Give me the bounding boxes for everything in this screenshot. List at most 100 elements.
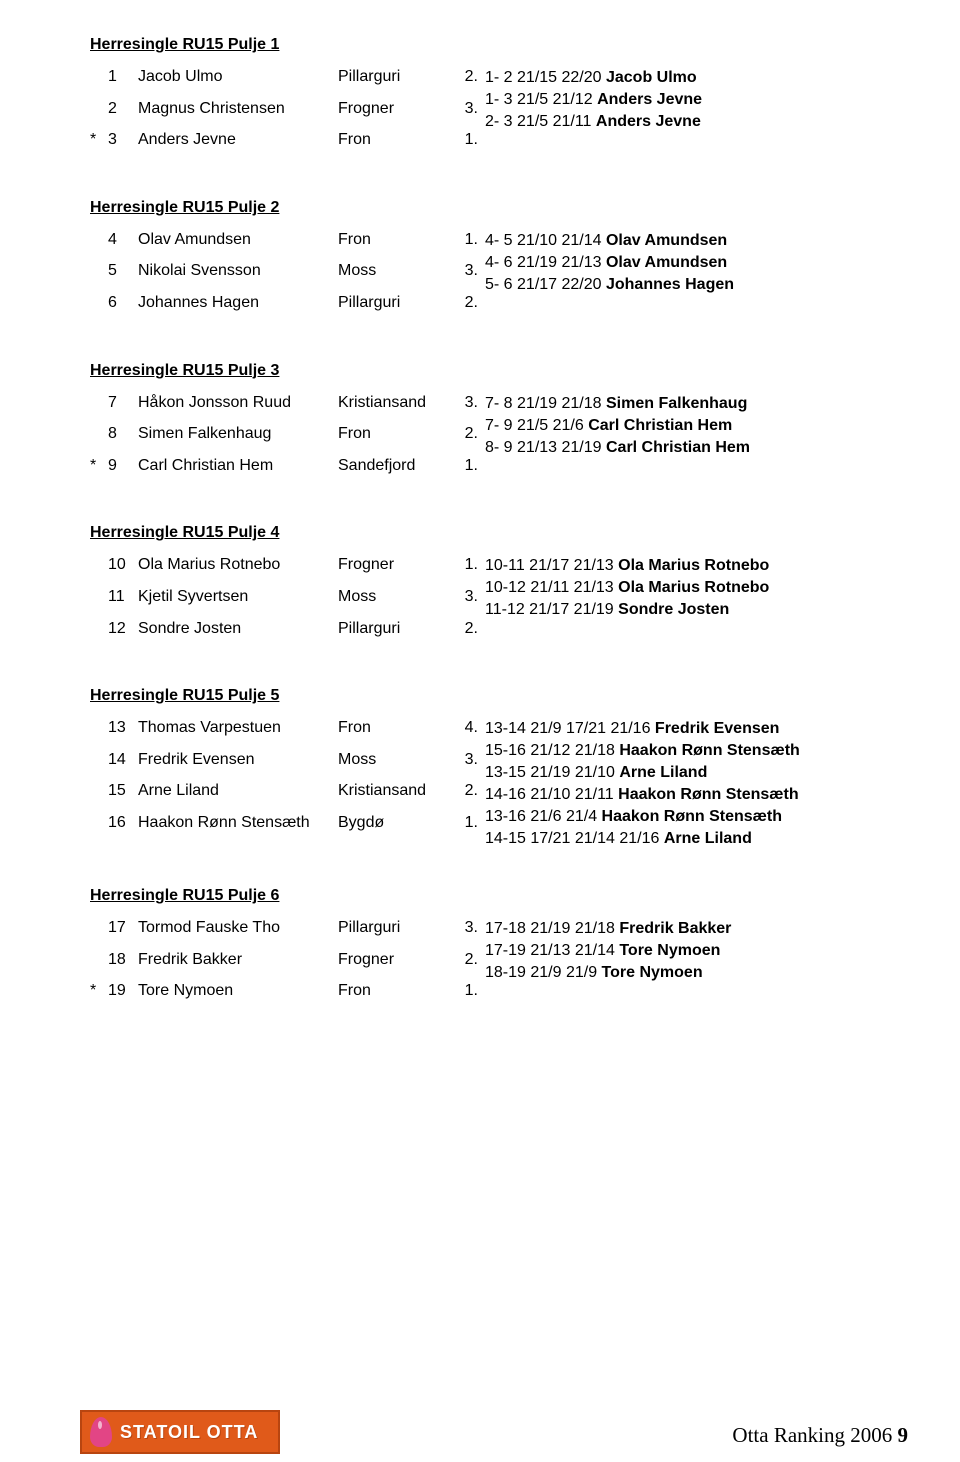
pool-block: Herresingle RU15 Pulje 513Thomas Varpest… bbox=[90, 687, 900, 851]
result-winner: Olav Amundsen bbox=[606, 254, 727, 271]
player-name: Jacob Ulmo bbox=[138, 68, 338, 86]
player-mark bbox=[90, 262, 108, 280]
result-winner: Arne Liland bbox=[664, 830, 752, 847]
result-winner: Sondre Josten bbox=[618, 601, 729, 618]
player-rank: 1. bbox=[448, 556, 478, 574]
player-mark bbox=[90, 425, 108, 443]
player-number: 19 bbox=[108, 982, 138, 1000]
player-number: 18 bbox=[108, 951, 138, 969]
result-scores: 13-14 21/9 17/21 21/16 bbox=[485, 720, 655, 737]
result-winner: Simen Falkenhaug bbox=[606, 395, 747, 412]
player-number: 4 bbox=[108, 231, 138, 249]
player-row: 18Fredrik BakkerFrogner2. bbox=[108, 951, 485, 969]
result-scores: 4- 6 21/19 21/13 bbox=[485, 254, 606, 271]
results-list: 13-14 21/9 17/21 21/16 Fredrik Evensen15… bbox=[485, 719, 900, 851]
result-scores: 2- 3 21/5 21/11 bbox=[485, 113, 596, 130]
player-row: 6Johannes HagenPillarguri2. bbox=[108, 294, 485, 312]
player-row: 1Jacob UlmoPillarguri2. bbox=[108, 68, 485, 86]
results-list: 1- 2 21/15 22/20 Jacob Ulmo1- 3 21/5 21/… bbox=[485, 68, 900, 134]
result-scores: 13-15 21/19 21/10 bbox=[485, 764, 619, 781]
player-row: 4Olav AmundsenFron1. bbox=[108, 231, 485, 249]
player-number: 11 bbox=[108, 588, 138, 606]
result-winner: Anders Jevne bbox=[597, 91, 702, 108]
page-title-text: Otta Ranking 2006 bbox=[732, 1423, 897, 1447]
player-mark bbox=[90, 68, 108, 86]
result-row: 11-12 21/17 21/19 Sondre Josten bbox=[485, 600, 900, 620]
pool-body: 17Tormod Fauske ThoPillarguri3. 18Fredrik… bbox=[90, 919, 900, 1014]
pool-title: Herresingle RU15 Pulje 4 bbox=[90, 524, 900, 542]
player-mark bbox=[90, 394, 108, 412]
result-row: 8- 9 21/13 21/19 Carl Christian Hem bbox=[485, 438, 900, 458]
player-club: Pillarguri bbox=[338, 294, 448, 312]
player-rank: 1. bbox=[448, 231, 478, 249]
player-name: Ola Marius Rotnebo bbox=[138, 556, 338, 574]
player-number: 7 bbox=[108, 394, 138, 412]
player-name: Thomas Varpestuen bbox=[138, 719, 338, 737]
pool-title: Herresingle RU15 Pulje 2 bbox=[90, 199, 900, 217]
players-list: 1Jacob UlmoPillarguri2. 2Magnus Christens… bbox=[90, 68, 485, 163]
results-list: 17-18 21/19 21/18 Fredrik Bakker 17-19 21… bbox=[485, 919, 900, 985]
result-row: 4- 5 21/10 21/14 Olav Amundsen bbox=[485, 231, 900, 251]
player-club: Frogner bbox=[338, 100, 448, 118]
player-name: Arne Liland bbox=[138, 782, 338, 800]
result-scores: 17-19 21/13 21/14 bbox=[485, 942, 619, 959]
result-scores: 4- 5 21/10 21/14 bbox=[485, 232, 606, 249]
player-name: Magnus Christensen bbox=[138, 100, 338, 118]
player-rank: 2. bbox=[448, 782, 478, 800]
player-number: 1 bbox=[108, 68, 138, 86]
player-mark bbox=[90, 620, 108, 638]
result-row: 17-18 21/19 21/18 Fredrik Bakker bbox=[485, 919, 900, 939]
result-scores: 5- 6 21/17 22/20 bbox=[485, 276, 606, 293]
result-row: 14-16 21/10 21/11 Haakon Rønn Stensæth bbox=[485, 785, 900, 805]
result-row: 18-19 21/9 21/9 Tore Nymoen bbox=[485, 963, 900, 983]
result-row: 1- 3 21/5 21/12 Anders Jevne bbox=[485, 90, 900, 110]
players-list: 17Tormod Fauske ThoPillarguri3. 18Fredrik… bbox=[90, 919, 485, 1014]
results-list: 4- 5 21/10 21/14 Olav Amundsen4- 6 21/19… bbox=[485, 231, 900, 297]
result-scores: 10-11 21/17 21/13 bbox=[485, 557, 618, 574]
pool-block: Herresingle RU15 Pulje 410Ola Marius Rot… bbox=[90, 524, 900, 651]
player-row: *9Carl Christian HemSandefjord1. bbox=[108, 457, 485, 475]
result-row: 1- 2 21/15 22/20 Jacob Ulmo bbox=[485, 68, 900, 88]
pool-body: 7Håkon Jonsson RuudKristiansand3.8Simen … bbox=[90, 394, 900, 489]
result-winner: Haakon Rønn Stensæth bbox=[619, 742, 799, 759]
pool-title: Herresingle RU15 Pulje 1 bbox=[90, 36, 900, 54]
result-scores: 7- 9 21/5 21/6 bbox=[485, 417, 588, 434]
sponsor-logo: STATOIL OTTA bbox=[80, 1410, 280, 1454]
player-mark bbox=[90, 588, 108, 606]
player-mark bbox=[90, 814, 108, 832]
result-scores: 10-12 21/11 21/13 bbox=[485, 579, 618, 596]
player-club: Frogner bbox=[338, 556, 448, 574]
player-name: Olav Amundsen bbox=[138, 231, 338, 249]
result-scores: 14-15 17/21 21/14 21/16 bbox=[485, 830, 664, 847]
player-number: 6 bbox=[108, 294, 138, 312]
pool-title: Herresingle RU15 Pulje 6 bbox=[90, 887, 900, 905]
players-list: 13Thomas VarpestuenFron4.14Fredrik Evens… bbox=[90, 719, 485, 845]
result-row: 7- 8 21/19 21/18 Simen Falkenhaug bbox=[485, 394, 900, 414]
drop-icon bbox=[90, 1417, 112, 1447]
player-club: Pillarguri bbox=[338, 68, 448, 86]
player-club: Pillarguri bbox=[338, 620, 448, 638]
player-number: 16 bbox=[108, 814, 138, 832]
player-club: Fron bbox=[338, 131, 448, 149]
player-name: Fredrik Bakker bbox=[138, 951, 338, 969]
player-row: 13Thomas VarpestuenFron4. bbox=[108, 719, 485, 737]
player-club: Moss bbox=[338, 262, 448, 280]
player-number: 13 bbox=[108, 719, 138, 737]
player-number: 8 bbox=[108, 425, 138, 443]
player-mark bbox=[90, 919, 108, 937]
player-name: Sondre Josten bbox=[138, 620, 338, 638]
result-row: 13-14 21/9 17/21 21/16 Fredrik Evensen bbox=[485, 719, 900, 739]
player-row: 2Magnus ChristensenFrogner3. bbox=[108, 100, 485, 118]
player-number: 2 bbox=[108, 100, 138, 118]
result-row: 7- 9 21/5 21/6 Carl Christian Hem bbox=[485, 416, 900, 436]
player-row: 17Tormod Fauske ThoPillarguri3. bbox=[108, 919, 485, 937]
player-club: Moss bbox=[338, 588, 448, 606]
players-list: 7Håkon Jonsson RuudKristiansand3.8Simen … bbox=[90, 394, 485, 489]
player-mark: * bbox=[90, 457, 108, 475]
player-mark bbox=[90, 782, 108, 800]
pools-container: Herresingle RU15 Pulje 11Jacob UlmoPilla… bbox=[90, 36, 900, 1014]
player-name: Fredrik Evensen bbox=[138, 751, 338, 769]
result-scores: 8- 9 21/13 21/19 bbox=[485, 439, 606, 456]
result-scores: 13-16 21/6 21/4 bbox=[485, 808, 602, 825]
player-rank: 1. bbox=[448, 814, 478, 832]
